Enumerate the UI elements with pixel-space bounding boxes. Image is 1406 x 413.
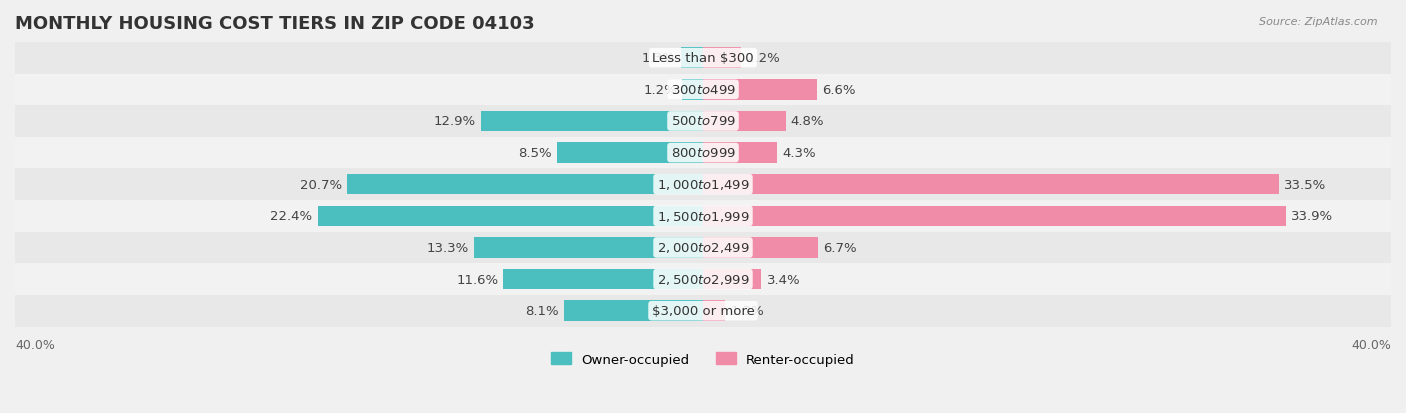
Bar — [557, 143, 703, 164]
Text: 11.6%: 11.6% — [456, 273, 498, 286]
Bar — [681, 48, 703, 69]
Bar — [703, 48, 741, 69]
Text: MONTHLY HOUSING COST TIERS IN ZIP CODE 04103: MONTHLY HOUSING COST TIERS IN ZIP CODE 0… — [15, 15, 534, 33]
Text: 40.0%: 40.0% — [15, 338, 55, 351]
Text: $2,500 to $2,999: $2,500 to $2,999 — [657, 273, 749, 286]
Bar — [15, 74, 1391, 106]
Text: 4.3%: 4.3% — [782, 147, 815, 160]
Bar — [474, 237, 703, 258]
Bar — [15, 263, 1391, 295]
Text: 1.2%: 1.2% — [644, 83, 678, 97]
Text: 12.9%: 12.9% — [434, 115, 477, 128]
Bar — [703, 301, 725, 321]
Text: 22.4%: 22.4% — [270, 210, 312, 223]
Text: 6.6%: 6.6% — [821, 83, 855, 97]
Bar — [347, 175, 703, 195]
Text: 33.9%: 33.9% — [1291, 210, 1333, 223]
Text: $1,500 to $1,999: $1,500 to $1,999 — [657, 209, 749, 223]
Text: 13.3%: 13.3% — [427, 241, 470, 254]
Text: 3.4%: 3.4% — [766, 273, 800, 286]
Text: 1.3%: 1.3% — [641, 52, 675, 65]
Bar — [703, 143, 778, 164]
Legend: Owner-occupied, Renter-occupied: Owner-occupied, Renter-occupied — [546, 347, 860, 371]
Bar — [703, 237, 818, 258]
Text: $300 to $499: $300 to $499 — [671, 83, 735, 97]
Bar — [15, 201, 1391, 232]
Text: 40.0%: 40.0% — [1351, 338, 1391, 351]
Bar — [703, 80, 817, 100]
Bar — [703, 175, 1279, 195]
Bar — [318, 206, 703, 227]
Bar — [703, 112, 786, 132]
Text: 2.2%: 2.2% — [747, 52, 780, 65]
Bar — [503, 269, 703, 290]
Text: 4.8%: 4.8% — [790, 115, 824, 128]
Text: 8.5%: 8.5% — [517, 147, 551, 160]
Bar — [15, 232, 1391, 263]
Text: 8.1%: 8.1% — [524, 304, 558, 318]
Bar — [15, 43, 1391, 74]
Text: $2,000 to $2,499: $2,000 to $2,499 — [657, 241, 749, 255]
Bar — [15, 295, 1391, 327]
Bar — [15, 138, 1391, 169]
Bar — [703, 206, 1286, 227]
Bar — [682, 80, 703, 100]
Text: 1.3%: 1.3% — [731, 304, 765, 318]
Text: $3,000 or more: $3,000 or more — [651, 304, 755, 318]
Text: $800 to $999: $800 to $999 — [671, 147, 735, 160]
Text: Source: ZipAtlas.com: Source: ZipAtlas.com — [1260, 17, 1378, 26]
Text: $500 to $799: $500 to $799 — [671, 115, 735, 128]
Bar — [15, 106, 1391, 138]
Bar — [15, 169, 1391, 201]
Bar — [703, 269, 762, 290]
Text: 33.5%: 33.5% — [1284, 178, 1327, 191]
Bar — [481, 112, 703, 132]
Text: Less than $300: Less than $300 — [652, 52, 754, 65]
Text: $1,000 to $1,499: $1,000 to $1,499 — [657, 178, 749, 192]
Text: 6.7%: 6.7% — [824, 241, 858, 254]
Bar — [564, 301, 703, 321]
Text: 20.7%: 20.7% — [299, 178, 342, 191]
